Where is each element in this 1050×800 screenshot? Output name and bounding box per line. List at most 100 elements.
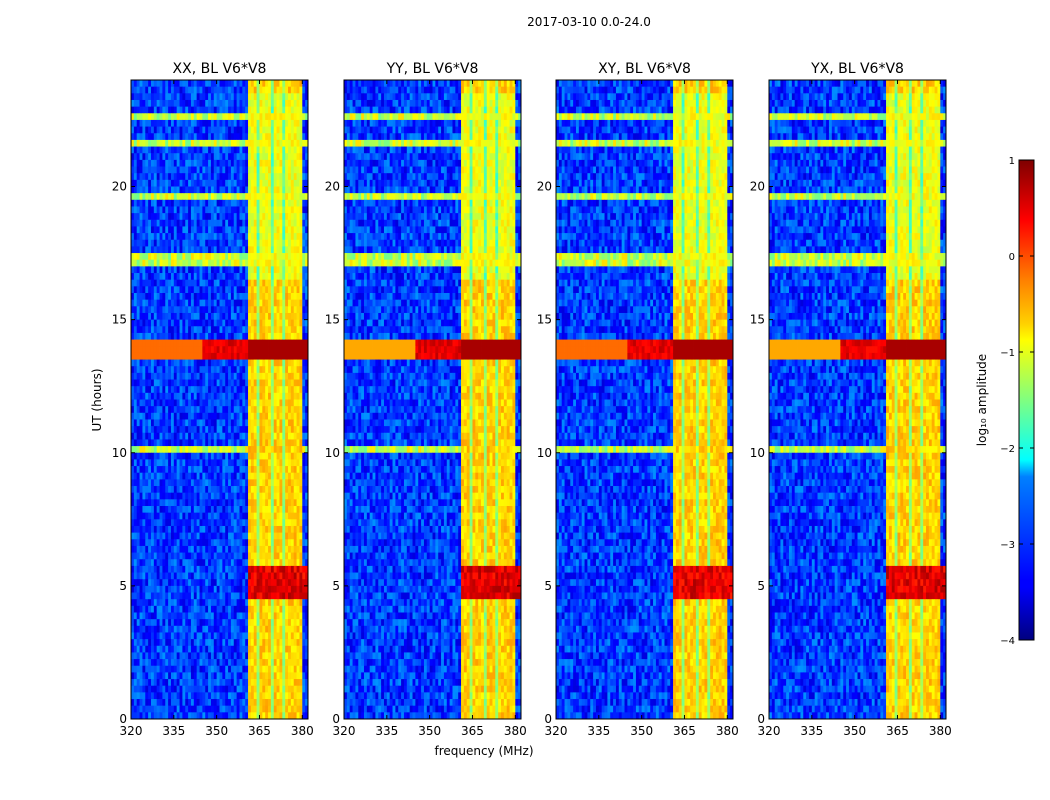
heatmap-cell (148, 572, 152, 580)
heatmap-cell (173, 605, 178, 613)
heatmap-cell (253, 179, 258, 187)
heatmap-cell (136, 153, 140, 161)
heatmap-cell (210, 419, 215, 427)
heatmap-cell (293, 412, 297, 420)
heatmap-cell (222, 126, 226, 134)
heatmap-cell (208, 299, 212, 307)
heatmap-cell (196, 339, 200, 347)
heatmap-cell (136, 93, 140, 101)
heatmap-cell (299, 486, 303, 494)
heatmap-cell (302, 339, 306, 347)
heatmap-cell (156, 259, 160, 267)
heatmap-cell (148, 612, 152, 620)
heatmap-cell (222, 173, 226, 181)
heatmap-cell (270, 346, 275, 354)
heatmap-cell (165, 206, 169, 214)
heatmap-cell (210, 359, 215, 367)
heatmap-cell (168, 80, 172, 88)
heatmap-cell (293, 426, 297, 434)
heatmap-cell (159, 592, 163, 600)
heatmap-cell (253, 486, 258, 494)
heatmap-cell (168, 439, 172, 447)
heatmap-cell (136, 446, 140, 454)
heatmap-cell (139, 552, 143, 560)
heatmap-cell (245, 279, 249, 287)
heatmap-cell (268, 159, 272, 167)
heatmap-cell (170, 133, 175, 141)
heatmap-cell (262, 279, 266, 287)
heatmap-cell (133, 166, 138, 174)
heatmap-cell (188, 106, 192, 114)
heatmap-cell (222, 479, 226, 487)
heatmap-cell (199, 319, 203, 327)
heatmap-cell (296, 126, 300, 134)
heatmap-cell (133, 159, 138, 167)
heatmap-cell (299, 106, 303, 114)
heatmap-cell (230, 153, 235, 161)
heatmap-cell (222, 179, 226, 187)
heatmap-cell (205, 406, 209, 414)
heatmap-cell (302, 599, 306, 607)
heatmap-cell (296, 366, 300, 374)
heatmap-cell (259, 472, 263, 480)
heatmap-cell (262, 559, 266, 567)
heatmap-cell (265, 466, 269, 474)
heatmap-cell (268, 419, 272, 427)
heatmap-cell (133, 446, 138, 454)
heatmap-cell (248, 239, 252, 247)
heatmap-cell (202, 512, 206, 520)
heatmap-cell (208, 213, 212, 221)
heatmap-cell (153, 525, 158, 534)
heatmap-cell (179, 366, 183, 374)
heatmap-cell (179, 259, 183, 267)
heatmap-cell (293, 99, 297, 108)
heatmap-cell (170, 492, 175, 500)
heatmap-cell (185, 106, 189, 114)
heatmap-cell (190, 139, 195, 147)
heatmap-cell (159, 366, 163, 374)
heatmap-cell (168, 599, 172, 607)
heatmap-cell (262, 273, 266, 281)
heatmap-cell (162, 253, 166, 261)
heatmap-cell (185, 186, 189, 194)
heatmap-cell (268, 392, 272, 400)
heatmap-cell (131, 459, 135, 467)
heatmap-cell (196, 605, 200, 613)
heatmap-cell (276, 366, 280, 374)
heatmap-cell (159, 352, 163, 360)
heatmap-cell (285, 399, 289, 407)
heatmap-cell (245, 519, 249, 527)
heatmap-cell (153, 519, 158, 527)
heatmap-cell (233, 113, 238, 121)
heatmap-cell (279, 293, 283, 301)
heatmap-cell (270, 293, 275, 301)
heatmap-cell (210, 572, 215, 580)
heatmap-cell (196, 259, 200, 267)
heatmap-cell (253, 379, 258, 387)
heatmap-cell (131, 519, 135, 527)
heatmap-cell (216, 406, 220, 414)
heatmap-cell (305, 426, 309, 434)
heatmap-cell (176, 532, 180, 540)
heatmap-cell (170, 366, 175, 374)
heatmap-cell (193, 359, 198, 367)
heatmap-cell (205, 492, 209, 500)
heatmap-cell (268, 559, 272, 567)
heatmap-cell (282, 592, 286, 600)
heatmap-cell (293, 386, 297, 394)
heatmap-cell (193, 585, 198, 593)
heatmap-cell (228, 539, 232, 547)
heatmap-cell (188, 239, 192, 247)
heatmap-cell (139, 159, 143, 167)
heatmap-cell (259, 106, 263, 114)
heatmap-cell (136, 159, 140, 167)
heatmap-cell (210, 139, 215, 147)
heatmap-cell (213, 492, 218, 500)
heatmap-cell (173, 359, 178, 367)
heatmap-cell (265, 119, 269, 127)
heatmap-cell (242, 133, 246, 141)
heatmap-cell (233, 499, 238, 507)
heatmap-cell (156, 472, 160, 480)
heatmap-cell (259, 406, 263, 414)
heatmap-cell (273, 233, 277, 241)
